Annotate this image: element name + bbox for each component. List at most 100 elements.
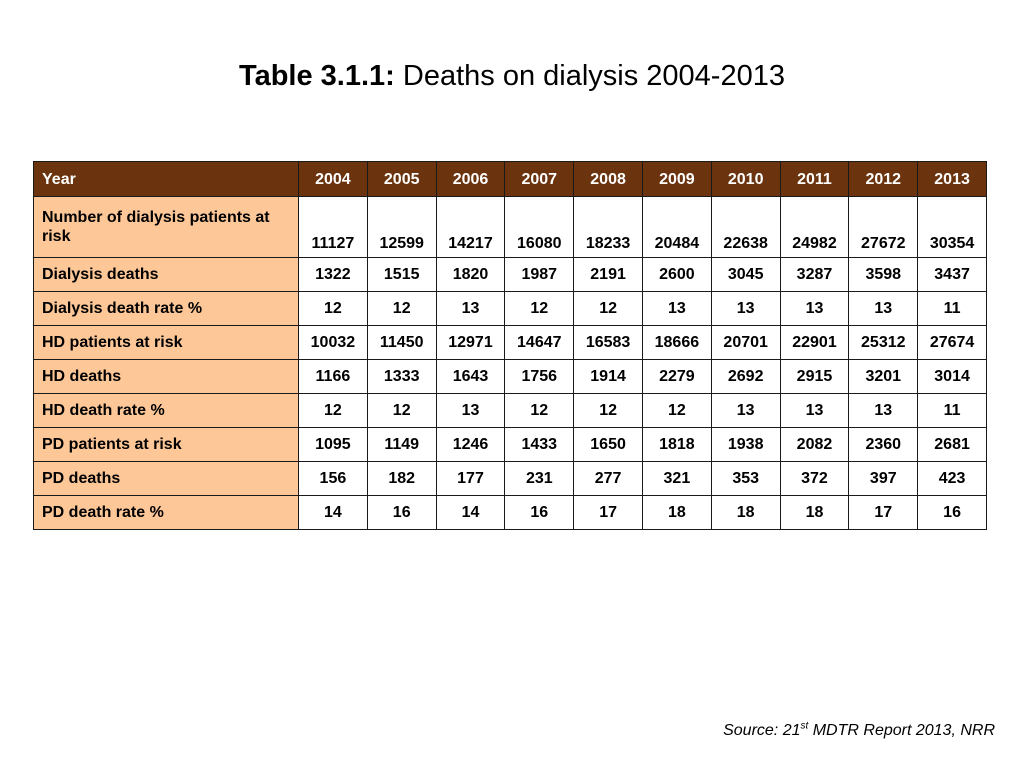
table-cell: 18 <box>641 495 712 530</box>
deaths-table: Year 2004 2005 2006 2007 2008 2009 2010 … <box>33 161 987 530</box>
table-cell: 156 <box>298 461 368 496</box>
table-title-text: Deaths on dialysis 2004-2013 <box>394 60 785 92</box>
header-year: 2009 <box>641 161 712 197</box>
table-cell: 16 <box>366 495 437 530</box>
table-cell: 12 <box>504 291 575 326</box>
table-cell: 11127 <box>298 196 368 258</box>
table-cell: 372 <box>779 461 850 496</box>
table-cell: 1515 <box>366 257 437 292</box>
table-container: Year 2004 2005 2006 2007 2008 2009 2010 … <box>33 161 987 530</box>
table-row: HD deaths 1166 1333 1643 1756 1914 2279 … <box>33 359 987 394</box>
table-cell: 3201 <box>848 359 919 394</box>
table-cell: 13 <box>848 291 919 326</box>
header-year: 2010 <box>710 161 781 197</box>
table-cell: 1818 <box>641 427 712 462</box>
table-cell: 12 <box>573 291 643 326</box>
table-cell: 17 <box>848 495 919 530</box>
table-cell: 11 <box>917 291 987 326</box>
table-cell: 3045 <box>710 257 781 292</box>
table-header-row: Year 2004 2005 2006 2007 2008 2009 2010 … <box>33 161 987 197</box>
table-cell: 1322 <box>298 257 368 292</box>
row-label: Dialysis deaths <box>33 257 299 292</box>
table-cell: 30354 <box>917 196 987 258</box>
table-cell: 13 <box>435 393 506 428</box>
table-cell: 2915 <box>779 359 850 394</box>
table-cell: 12 <box>573 393 643 428</box>
table-cell: 16 <box>917 495 987 530</box>
table-cell: 1914 <box>573 359 643 394</box>
table-cell: 14 <box>435 495 506 530</box>
table-cell: 18233 <box>573 196 643 258</box>
table-cell: 20484 <box>641 196 712 258</box>
table-row: Dialysis death rate % 12 12 13 12 12 13 … <box>33 291 987 326</box>
header-year: 2006 <box>435 161 506 197</box>
table-cell: 17 <box>573 495 643 530</box>
table-cell: 16583 <box>573 325 643 360</box>
table-cell: 25312 <box>848 325 919 360</box>
table-cell: 1820 <box>435 257 506 292</box>
table-cell: 1643 <box>435 359 506 394</box>
table-cell: 13 <box>779 291 850 326</box>
row-label: Dialysis death rate % <box>33 291 299 326</box>
table-cell: 18 <box>710 495 781 530</box>
header-year: 2007 <box>504 161 575 197</box>
table-cell: 13 <box>435 291 506 326</box>
table-cell: 27672 <box>848 196 919 258</box>
table-cell: 423 <box>917 461 987 496</box>
header-year-label: Year <box>33 161 299 197</box>
header-year: 2005 <box>366 161 437 197</box>
table-cell: 13 <box>779 393 850 428</box>
table-body: Number of dialysis patients at risk 1112… <box>33 196 987 530</box>
table-cell: 18 <box>779 495 850 530</box>
row-label: PD deaths <box>33 461 299 496</box>
table-cell: 1333 <box>366 359 437 394</box>
table-row: Number of dialysis patients at risk 1112… <box>33 196 987 258</box>
row-label: HD death rate % <box>33 393 299 428</box>
table-cell: 12 <box>298 393 368 428</box>
table-cell: 2692 <box>710 359 781 394</box>
table-row: PD deaths 156 182 177 231 277 321 353 37… <box>33 461 987 496</box>
table-cell: 1987 <box>504 257 575 292</box>
table-cell: 3287 <box>779 257 850 292</box>
table-row: HD patients at risk 10032 11450 12971 14… <box>33 325 987 360</box>
table-cell: 12 <box>298 291 368 326</box>
table-cell: 231 <box>504 461 575 496</box>
table-cell: 177 <box>435 461 506 496</box>
table-number: Table 3.1.1: <box>239 60 395 92</box>
table-cell: 18666 <box>641 325 712 360</box>
table-cell: 22638 <box>710 196 781 258</box>
header-year: 2011 <box>779 161 850 197</box>
table-cell: 11 <box>917 393 987 428</box>
table-cell: 2681 <box>917 427 987 462</box>
table-cell: 20701 <box>710 325 781 360</box>
table-row: PD patients at risk 1095 1149 1246 1433 … <box>33 427 987 462</box>
table-cell: 13 <box>710 393 781 428</box>
table-cell: 353 <box>710 461 781 496</box>
source-suffix: MDTR Report 2013, NRR <box>808 722 995 739</box>
header-year: 2008 <box>573 161 643 197</box>
source-prefix: Source: 21 <box>723 722 801 739</box>
source-note: Source: 21st MDTR Report 2013, NRR <box>723 720 995 740</box>
table-cell: 397 <box>848 461 919 496</box>
table-cell: 13 <box>848 393 919 428</box>
table-cell: 10032 <box>298 325 368 360</box>
table-cell: 12 <box>366 291 437 326</box>
row-label: HD deaths <box>33 359 299 394</box>
row-label: PD patients at risk <box>33 427 299 462</box>
table-cell: 182 <box>366 461 437 496</box>
table-cell: 2191 <box>573 257 643 292</box>
row-label: PD death rate % <box>33 495 299 530</box>
table-cell: 3598 <box>848 257 919 292</box>
table-cell: 2360 <box>848 427 919 462</box>
table-cell: 24982 <box>779 196 850 258</box>
table-cell: 12971 <box>435 325 506 360</box>
table-cell: 1756 <box>504 359 575 394</box>
table-cell: 12599 <box>366 196 437 258</box>
table-cell: 277 <box>573 461 643 496</box>
table-cell: 12 <box>366 393 437 428</box>
source-superscript: st <box>800 720 809 732</box>
table-cell: 1095 <box>298 427 368 462</box>
table-cell: 12 <box>504 393 575 428</box>
table-cell: 1938 <box>710 427 781 462</box>
table-cell: 3437 <box>917 257 987 292</box>
